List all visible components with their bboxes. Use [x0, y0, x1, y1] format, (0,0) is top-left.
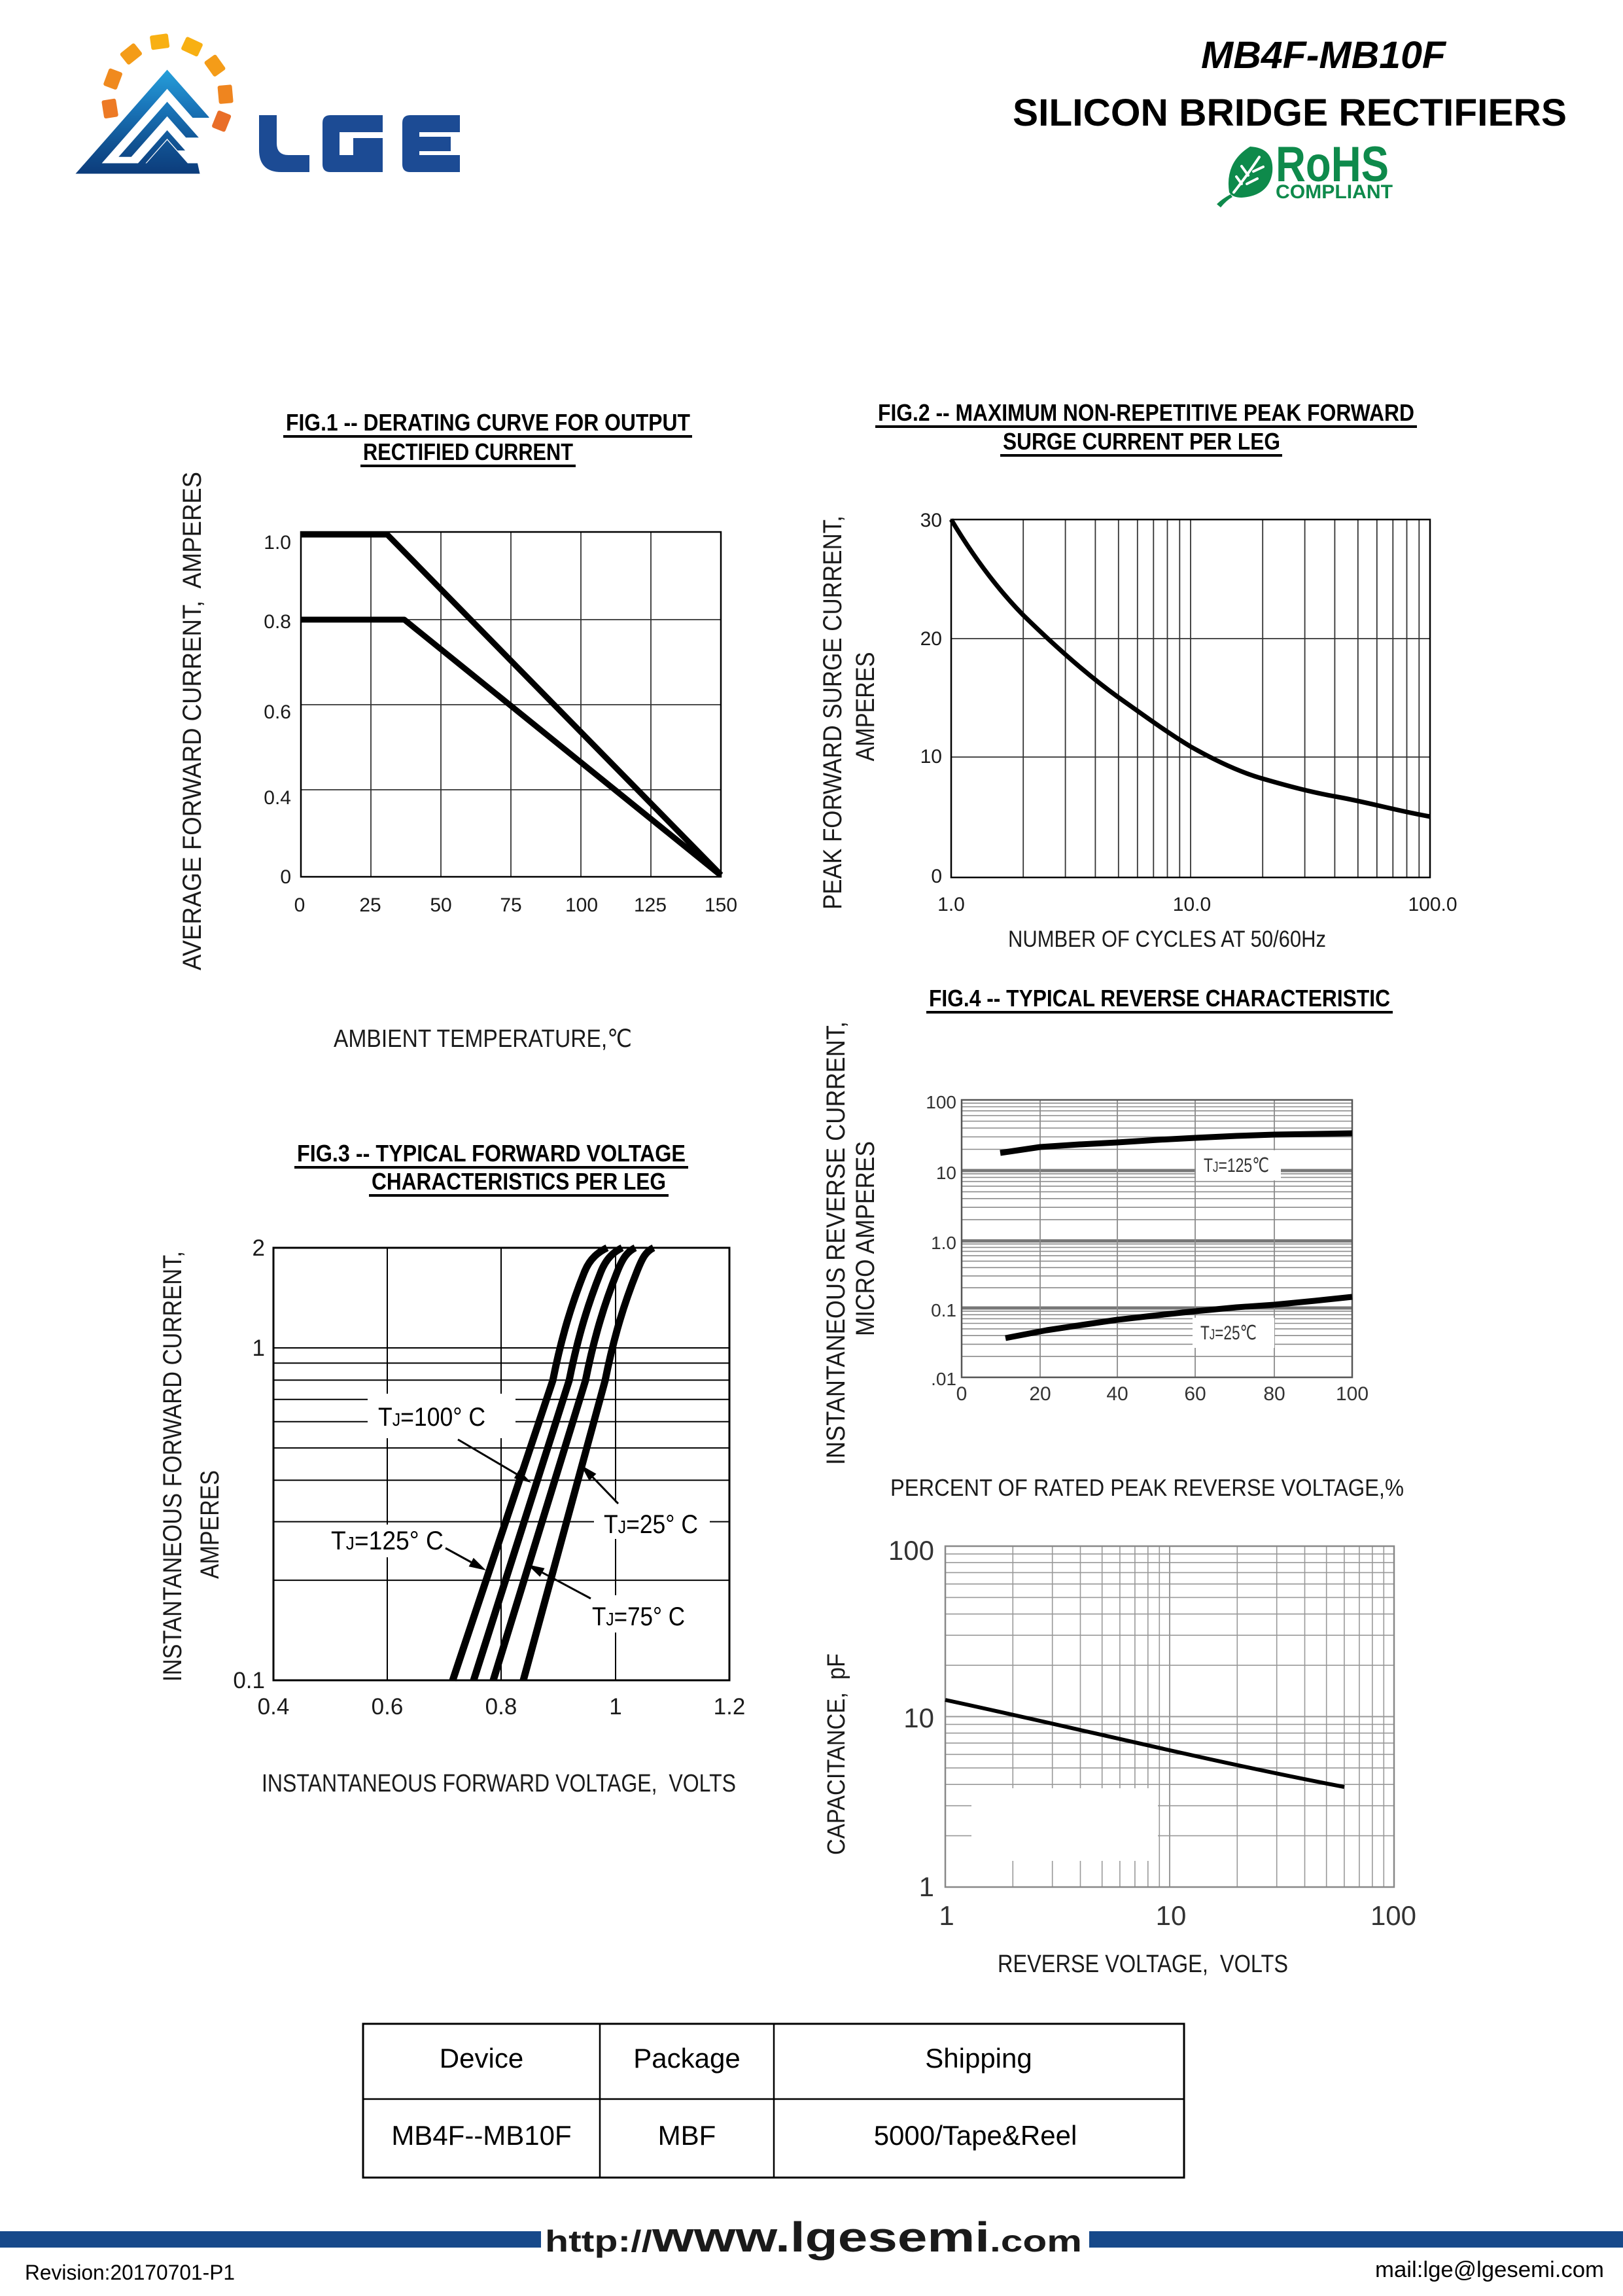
svg-text:40: 40: [1106, 1383, 1128, 1405]
svg-text:1.0: 1.0: [937, 894, 965, 915]
svg-text:0: 0: [294, 894, 305, 916]
svg-text:0: 0: [956, 1383, 968, 1405]
svg-text:RECTIFIED CURRENT: RECTIFIED CURRENT: [363, 438, 573, 465]
svg-text:Package: Package: [633, 2043, 740, 2074]
svg-text:.01: .01: [931, 1369, 956, 1389]
svg-text:20: 20: [920, 628, 942, 650]
svg-text:100.0: 100.0: [1408, 894, 1457, 915]
svg-text:2: 2: [253, 1235, 265, 1261]
svg-text:PEAK FORWARD SURGE CURRENT,: PEAK FORWARD SURGE CURRENT,: [818, 516, 847, 910]
svg-text:TJ=25℃: TJ=25℃: [1200, 1322, 1257, 1344]
svg-text:60: 60: [1184, 1383, 1206, 1405]
svg-text:CHARACTERISTICS PER LEG: CHARACTERISTICS PER LEG: [372, 1168, 666, 1195]
svg-text:MB4F--MB10F: MB4F--MB10F: [391, 2120, 571, 2151]
svg-text:INSTANTANEOUS REVERSE CURRENT,: INSTANTANEOUS REVERSE CURRENT,: [822, 1021, 850, 1465]
svg-text:10: 10: [903, 1703, 934, 1733]
svg-text:FIG.2 -- MAXIMUM NON-REPETITIV: FIG.2 -- MAXIMUM NON-REPETITIVE PEAK FOR…: [878, 399, 1414, 426]
svg-text:RoHS: RoHS: [1276, 137, 1389, 192]
svg-text:0.8: 0.8: [264, 611, 291, 633]
svg-text:100: 100: [1370, 1900, 1416, 1931]
svg-text:0.6: 0.6: [264, 701, 291, 723]
svg-text:0.1: 0.1: [931, 1300, 956, 1320]
svg-text:50: 50: [430, 894, 451, 916]
svg-text:1.2: 1.2: [714, 1694, 746, 1720]
svg-text:mail:lge@lgesemi.com: mail:lge@lgesemi.com: [1375, 2257, 1604, 2282]
svg-text:AMBIENT TEMPERATURE,℃: AMBIENT TEMPERATURE,℃: [334, 1025, 632, 1053]
svg-text:1.0: 1.0: [931, 1233, 956, 1253]
svg-text:0.4: 0.4: [258, 1694, 290, 1720]
svg-text:0: 0: [931, 866, 942, 887]
svg-text:10: 10: [920, 746, 942, 768]
svg-text:SURGE CURRENT PER LEG: SURGE CURRENT PER LEG: [1003, 428, 1280, 455]
svg-text:125: 125: [634, 894, 667, 916]
svg-text:INSTANTANEOUS FORWARD VOLTAGE,: INSTANTANEOUS FORWARD VOLTAGE, VOLTS: [262, 1770, 736, 1797]
svg-text:FIG.3 -- TYPICAL FORWARD VOLTA: FIG.3 -- TYPICAL FORWARD VOLTAGE: [297, 1140, 686, 1167]
svg-text:NUMBER OF CYCLES AT 50/60Hz: NUMBER OF CYCLES AT 50/60Hz: [1008, 927, 1326, 952]
svg-text:0: 0: [280, 866, 291, 888]
svg-text:30: 30: [920, 510, 942, 531]
svg-text:0.4: 0.4: [264, 787, 291, 809]
svg-text:MB4F-MB10F: MB4F-MB10F: [1201, 34, 1447, 77]
svg-text:10: 10: [1156, 1900, 1187, 1931]
svg-text:25: 25: [359, 894, 381, 916]
svg-text:TJ=25° C: TJ=25° C: [604, 1510, 698, 1539]
svg-text:AVERAGE FORWARD CURRENT, AMPE: AVERAGE FORWARD CURRENT, AMPERES: [178, 472, 207, 970]
svg-text:10: 10: [936, 1163, 956, 1183]
svg-text:150: 150: [705, 894, 737, 916]
svg-text:Shipping: Shipping: [925, 2043, 1032, 2074]
svg-text:20: 20: [1029, 1383, 1051, 1405]
svg-text:AMPERES: AMPERES: [196, 1470, 224, 1579]
svg-text:COMPLIANT: COMPLIANT: [1276, 181, 1393, 203]
svg-text:80: 80: [1263, 1383, 1285, 1405]
svg-text:1: 1: [939, 1900, 954, 1931]
svg-text:1: 1: [919, 1871, 934, 1902]
svg-text:MBF: MBF: [658, 2120, 716, 2151]
svg-text:100: 100: [926, 1092, 956, 1112]
svg-text:10.0: 10.0: [1173, 894, 1211, 915]
svg-text:INSTANTANEOUS FORWARD CURRENT,: INSTANTANEOUS FORWARD CURRENT,: [158, 1251, 187, 1682]
svg-text:http://www.lgesemi.com: http://www.lgesemi.com: [545, 2214, 1082, 2261]
svg-text:100: 100: [888, 1535, 934, 1566]
svg-text:FIG.1 -- DERATING CURVE FOR OU: FIG.1 -- DERATING CURVE FOR OUTPUT: [286, 409, 690, 436]
svg-text:CAPACITANCE, pF: CAPACITANCE, pF: [823, 1653, 850, 1855]
svg-text:100: 100: [1336, 1383, 1369, 1405]
svg-text:PERCENT OF RATED PEAK REVERSE: PERCENT OF RATED PEAK REVERSE VOLTAGE,%: [890, 1474, 1404, 1501]
svg-text:0.6: 0.6: [372, 1694, 404, 1720]
svg-text:0.8: 0.8: [485, 1694, 517, 1720]
svg-text:TJ=75° C: TJ=75° C: [592, 1602, 685, 1631]
svg-text:1: 1: [253, 1335, 265, 1361]
svg-text:AMPERES: AMPERES: [851, 652, 880, 762]
svg-text:Device: Device: [440, 2043, 523, 2074]
svg-text:FIG.4 -- TYPICAL REVERSE CHARA: FIG.4 -- TYPICAL REVERSE CHARACTERISTIC: [929, 985, 1390, 1012]
svg-text:75: 75: [500, 894, 521, 916]
svg-text:100: 100: [565, 894, 598, 916]
svg-text:REVERSE VOLTAGE, VOLTS: REVERSE VOLTAGE, VOLTS: [998, 1951, 1288, 1978]
svg-text:0.1: 0.1: [233, 1668, 265, 1693]
svg-text:1: 1: [609, 1694, 621, 1720]
svg-text:Revision:20170701-P1: Revision:20170701-P1: [25, 2261, 235, 2284]
svg-text:TJ=125℃: TJ=125℃: [1204, 1155, 1269, 1176]
svg-text:MICRO AMPERES: MICRO AMPERES: [851, 1141, 880, 1336]
svg-text:5000/Tape&Reel: 5000/Tape&Reel: [874, 2120, 1077, 2151]
svg-text:1.0: 1.0: [264, 532, 291, 554]
svg-text:SILICON BRIDGE RECTIFIERS: SILICON BRIDGE RECTIFIERS: [1013, 92, 1567, 134]
